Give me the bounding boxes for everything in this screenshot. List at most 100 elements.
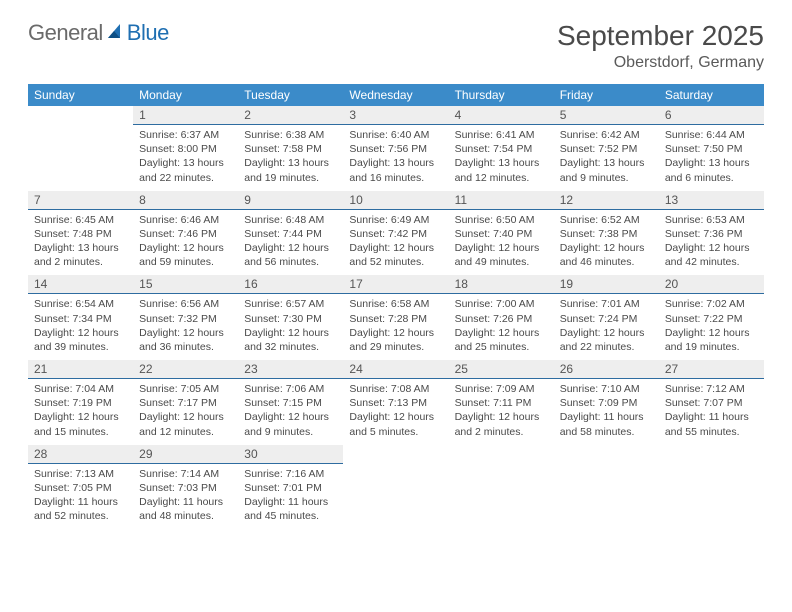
daylight-text: Daylight: 12 hours and 29 minutes. (349, 326, 442, 354)
day-cell: 22Sunrise: 7:05 AMSunset: 7:17 PMDayligh… (133, 360, 238, 445)
day-cell: 14Sunrise: 6:54 AMSunset: 7:34 PMDayligh… (28, 275, 133, 360)
day-number: 21 (28, 360, 133, 379)
sunrise-text: Sunrise: 6:38 AM (244, 128, 337, 142)
weekday-friday: Friday (554, 84, 659, 106)
day-cell: 29Sunrise: 7:14 AMSunset: 7:03 PMDayligh… (133, 445, 238, 530)
day-details: Sunrise: 6:53 AMSunset: 7:36 PMDaylight:… (659, 210, 764, 276)
sunrise-text: Sunrise: 7:02 AM (665, 297, 758, 311)
day-details: Sunrise: 6:54 AMSunset: 7:34 PMDaylight:… (28, 294, 133, 360)
sunset-text: Sunset: 7:19 PM (34, 396, 127, 410)
daylight-text: Daylight: 12 hours and 59 minutes. (139, 241, 232, 269)
sunrise-text: Sunrise: 7:13 AM (34, 467, 127, 481)
sunset-text: Sunset: 7:24 PM (560, 312, 653, 326)
sunset-text: Sunset: 7:42 PM (349, 227, 442, 241)
logo: General Blue (28, 20, 169, 46)
day-cell: 8Sunrise: 6:46 AMSunset: 7:46 PMDaylight… (133, 191, 238, 276)
day-details: Sunrise: 6:58 AMSunset: 7:28 PMDaylight:… (343, 294, 448, 360)
sunrise-text: Sunrise: 6:40 AM (349, 128, 442, 142)
day-details: Sunrise: 6:45 AMSunset: 7:48 PMDaylight:… (28, 210, 133, 276)
day-details: Sunrise: 6:44 AMSunset: 7:50 PMDaylight:… (659, 125, 764, 191)
day-details: Sunrise: 7:06 AMSunset: 7:15 PMDaylight:… (238, 379, 343, 445)
sunrise-text: Sunrise: 7:14 AM (139, 467, 232, 481)
sunrise-text: Sunrise: 6:45 AM (34, 213, 127, 227)
day-details: Sunrise: 6:41 AMSunset: 7:54 PMDaylight:… (449, 125, 554, 191)
day-details: Sunrise: 7:04 AMSunset: 7:19 PMDaylight:… (28, 379, 133, 445)
day-cell: 23Sunrise: 7:06 AMSunset: 7:15 PMDayligh… (238, 360, 343, 445)
daylight-text: Daylight: 12 hours and 39 minutes. (34, 326, 127, 354)
day-number: 30 (238, 445, 343, 464)
sunset-text: Sunset: 7:40 PM (455, 227, 548, 241)
daylight-text: Daylight: 12 hours and 19 minutes. (665, 326, 758, 354)
weekday-thursday: Thursday (449, 84, 554, 106)
day-details: Sunrise: 6:56 AMSunset: 7:32 PMDaylight:… (133, 294, 238, 360)
sunrise-text: Sunrise: 6:46 AM (139, 213, 232, 227)
day-number: 18 (449, 275, 554, 294)
day-cell (343, 445, 448, 530)
week-row: 7Sunrise: 6:45 AMSunset: 7:48 PMDaylight… (28, 191, 764, 276)
sunrise-text: Sunrise: 7:05 AM (139, 382, 232, 396)
month-title: September 2025 (557, 20, 764, 52)
daylight-text: Daylight: 12 hours and 42 minutes. (665, 241, 758, 269)
day-cell: 15Sunrise: 6:56 AMSunset: 7:32 PMDayligh… (133, 275, 238, 360)
day-number: 6 (659, 106, 764, 125)
week-row: 28Sunrise: 7:13 AMSunset: 7:05 PMDayligh… (28, 445, 764, 530)
day-details: Sunrise: 7:09 AMSunset: 7:11 PMDaylight:… (449, 379, 554, 445)
daylight-text: Daylight: 12 hours and 52 minutes. (349, 241, 442, 269)
day-details: Sunrise: 6:42 AMSunset: 7:52 PMDaylight:… (554, 125, 659, 191)
location: Oberstdorf, Germany (557, 54, 764, 72)
daylight-text: Daylight: 12 hours and 12 minutes. (139, 410, 232, 438)
sunset-text: Sunset: 7:46 PM (139, 227, 232, 241)
day-details: Sunrise: 7:12 AMSunset: 7:07 PMDaylight:… (659, 379, 764, 445)
weekday-header-row: SundayMondayTuesdayWednesdayThursdayFrid… (28, 84, 764, 106)
day-cell: 16Sunrise: 6:57 AMSunset: 7:30 PMDayligh… (238, 275, 343, 360)
title-block: September 2025 Oberstdorf, Germany (557, 20, 764, 72)
daylight-text: Daylight: 13 hours and 22 minutes. (139, 156, 232, 184)
week-row: 14Sunrise: 6:54 AMSunset: 7:34 PMDayligh… (28, 275, 764, 360)
sunset-text: Sunset: 7:38 PM (560, 227, 653, 241)
sunset-text: Sunset: 7:32 PM (139, 312, 232, 326)
day-number: 13 (659, 191, 764, 210)
weekday-saturday: Saturday (659, 84, 764, 106)
sunset-text: Sunset: 7:01 PM (244, 481, 337, 495)
sunrise-text: Sunrise: 6:57 AM (244, 297, 337, 311)
weekday-monday: Monday (133, 84, 238, 106)
day-cell (28, 106, 133, 191)
daylight-text: Daylight: 13 hours and 9 minutes. (560, 156, 653, 184)
sunset-text: Sunset: 7:13 PM (349, 396, 442, 410)
sunrise-text: Sunrise: 6:56 AM (139, 297, 232, 311)
sunset-text: Sunset: 7:28 PM (349, 312, 442, 326)
daylight-text: Daylight: 11 hours and 45 minutes. (244, 495, 337, 523)
day-cell: 20Sunrise: 7:02 AMSunset: 7:22 PMDayligh… (659, 275, 764, 360)
day-cell: 1Sunrise: 6:37 AMSunset: 8:00 PMDaylight… (133, 106, 238, 191)
daylight-text: Daylight: 12 hours and 15 minutes. (34, 410, 127, 438)
sunrise-text: Sunrise: 7:09 AM (455, 382, 548, 396)
day-details: Sunrise: 6:37 AMSunset: 8:00 PMDaylight:… (133, 125, 238, 191)
sunset-text: Sunset: 7:09 PM (560, 396, 653, 410)
sunrise-text: Sunrise: 6:50 AM (455, 213, 548, 227)
day-cell: 5Sunrise: 6:42 AMSunset: 7:52 PMDaylight… (554, 106, 659, 191)
sunrise-text: Sunrise: 6:37 AM (139, 128, 232, 142)
day-number: 19 (554, 275, 659, 294)
sunrise-text: Sunrise: 6:49 AM (349, 213, 442, 227)
sunset-text: Sunset: 7:22 PM (665, 312, 758, 326)
day-number: 12 (554, 191, 659, 210)
day-details: Sunrise: 6:50 AMSunset: 7:40 PMDaylight:… (449, 210, 554, 276)
header: General Blue September 2025 Oberstdorf, … (28, 20, 764, 72)
daylight-text: Daylight: 11 hours and 55 minutes. (665, 410, 758, 438)
day-details: Sunrise: 6:49 AMSunset: 7:42 PMDaylight:… (343, 210, 448, 276)
sunrise-text: Sunrise: 7:16 AM (244, 467, 337, 481)
day-cell (449, 445, 554, 530)
day-cell: 11Sunrise: 6:50 AMSunset: 7:40 PMDayligh… (449, 191, 554, 276)
day-number: 10 (343, 191, 448, 210)
day-number: 27 (659, 360, 764, 379)
day-number: 4 (449, 106, 554, 125)
sunset-text: Sunset: 7:07 PM (665, 396, 758, 410)
week-row: 1Sunrise: 6:37 AMSunset: 8:00 PMDaylight… (28, 106, 764, 191)
day-number: 3 (343, 106, 448, 125)
sunrise-text: Sunrise: 7:06 AM (244, 382, 337, 396)
day-number: 14 (28, 275, 133, 294)
day-cell: 17Sunrise: 6:58 AMSunset: 7:28 PMDayligh… (343, 275, 448, 360)
day-number: 11 (449, 191, 554, 210)
day-details: Sunrise: 7:02 AMSunset: 7:22 PMDaylight:… (659, 294, 764, 360)
sunset-text: Sunset: 7:03 PM (139, 481, 232, 495)
